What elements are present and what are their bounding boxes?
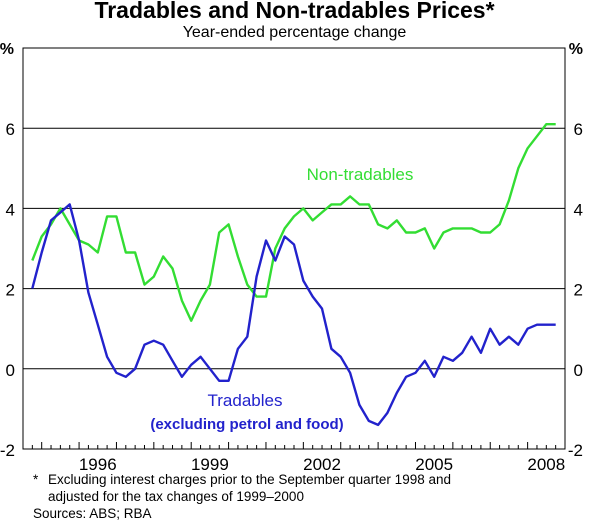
chart-svg: -2 -2 0 0 2 2 4 4 6 6% % 1996 1999 2002 2005 2008 Non-tr… xyxy=(0,41,583,474)
x-tick-label: 2008 xyxy=(527,455,565,470)
sources: Sources: ABS; RBA xyxy=(33,506,152,521)
footnote-text-2: adjusted for the tax changes of 1999–200… xyxy=(48,489,304,504)
x-tick-label: 2002 xyxy=(303,455,341,470)
y-unit-label-left: % xyxy=(0,41,14,58)
annotation-non-tradables: Non-tradables xyxy=(307,165,414,184)
x-tick-label: 1996 xyxy=(79,455,117,470)
annotation-tradables: Tradables xyxy=(208,391,283,410)
footnote-marker: * xyxy=(33,472,39,487)
x-tick-label: 1999 xyxy=(191,455,229,470)
y-tick-label-left: 4 xyxy=(6,200,15,219)
series-line-tradables xyxy=(31,203,556,427)
y-tick-label-right: 2 xyxy=(574,281,583,300)
chart-title: Tradables and Non-tradables Prices* xyxy=(94,0,495,23)
y-tick-label-right: 6 xyxy=(574,120,583,139)
footnote-line-1: * Excluding interest charges prior to th… xyxy=(0,471,451,488)
annotation-tradables-note: (excluding petrol and food) xyxy=(150,416,343,433)
footnotes: * Excluding interest charges prior to th… xyxy=(0,471,451,522)
y-tick-label-right: 0 xyxy=(574,361,583,380)
footnote-text-1: Excluding interest charges prior to the … xyxy=(48,472,451,487)
footnote-line-2: adjusted for the tax changes of 1999–200… xyxy=(0,488,451,505)
y-tick-label-left: 2 xyxy=(6,281,15,300)
y-unit-label-right: % xyxy=(569,41,583,58)
series-line-non-tradables xyxy=(31,122,556,322)
y-tick-label-left: -2 xyxy=(0,441,15,460)
y-tick-label-left: 6 xyxy=(6,120,15,139)
y-tick-label-right: 4 xyxy=(574,200,583,219)
chart-area: -2 -2 0 0 2 2 4 4 6 6%% 1996 1999 2002 2005 2008 Non-tr… xyxy=(0,41,583,474)
chart-subtitle: Year-ended percentage change xyxy=(182,24,407,41)
y-tick-label-right: -2 xyxy=(568,441,583,460)
x-tick-label: 2005 xyxy=(415,455,453,470)
y-tick-label-left: 0 xyxy=(6,361,15,380)
